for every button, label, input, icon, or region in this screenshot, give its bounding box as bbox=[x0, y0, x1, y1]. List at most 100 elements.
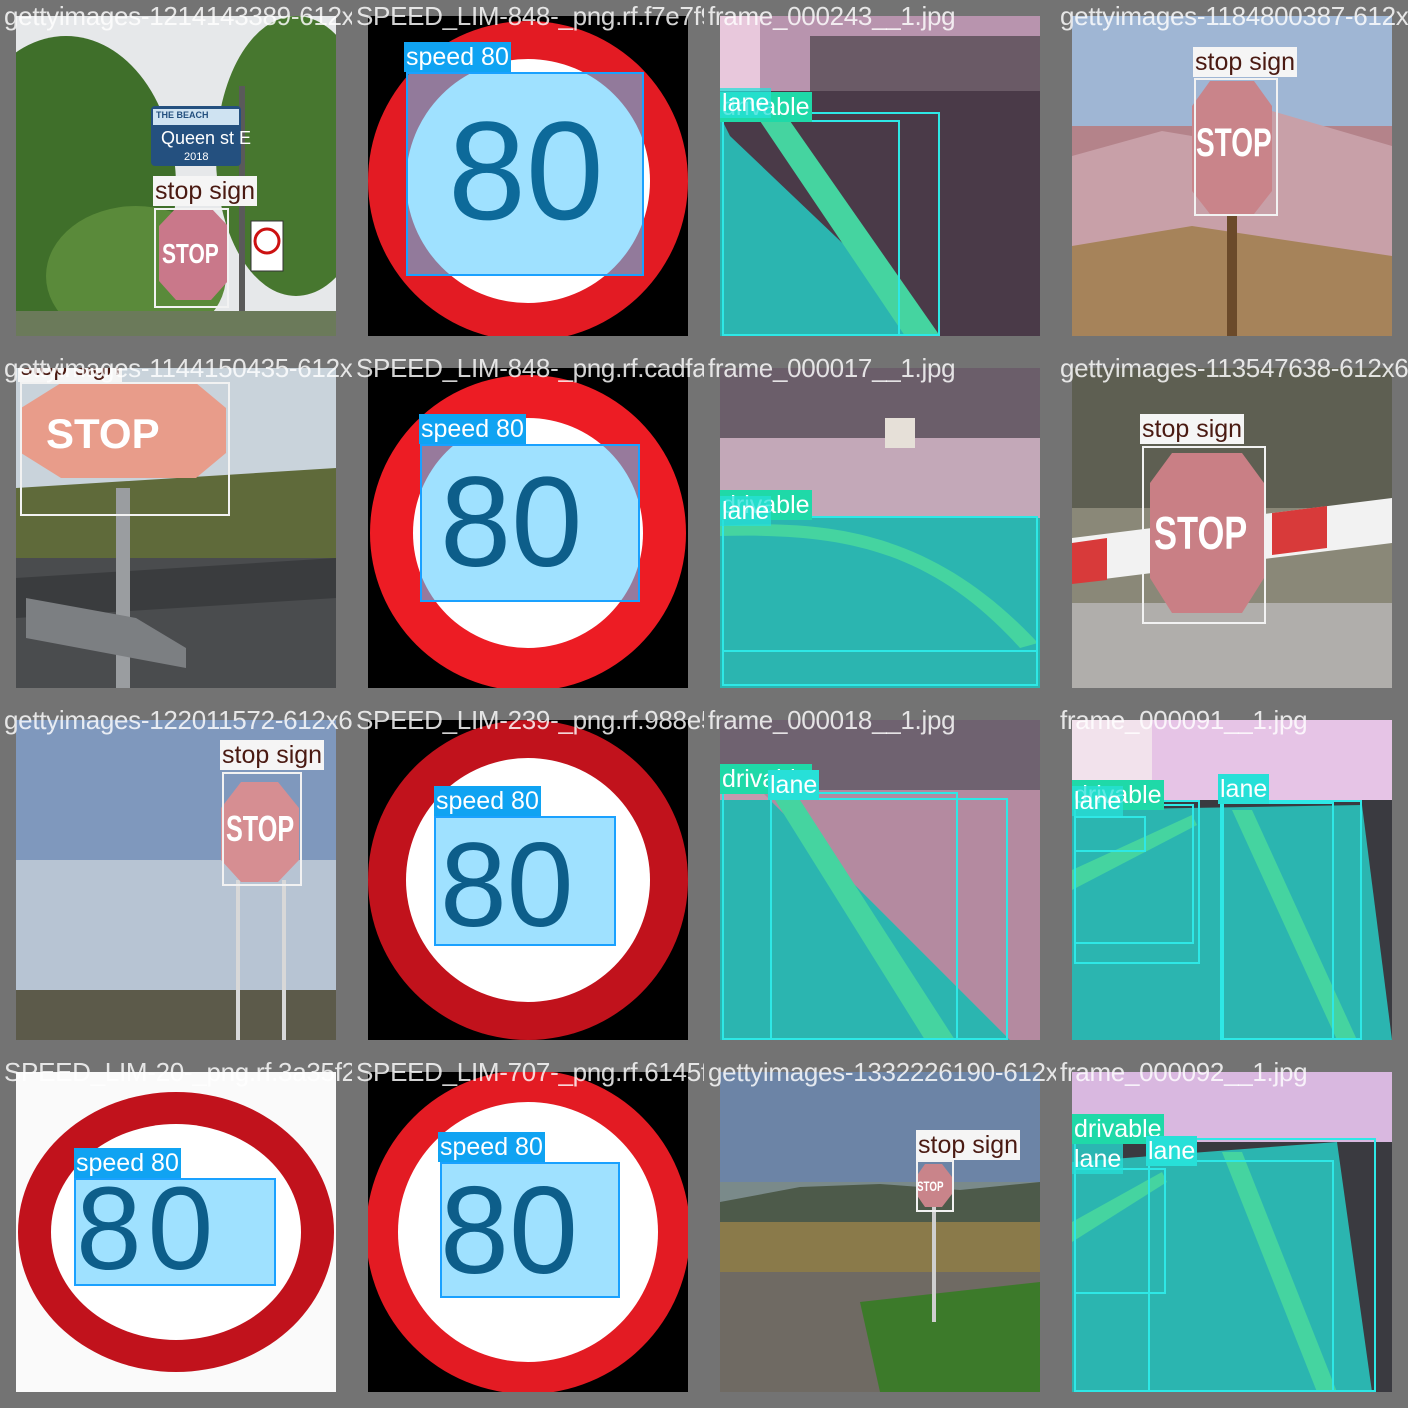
tile-filename: frame_000243__1.jpg bbox=[708, 1, 956, 31]
bbox bbox=[916, 1160, 954, 1212]
tile-image: drivable lane lane bbox=[1072, 720, 1392, 1040]
bbox bbox=[1222, 800, 1362, 1040]
bbox bbox=[440, 1162, 620, 1298]
tile-image: drivable lane bbox=[720, 368, 1040, 688]
tile-filename: SPEED_LIM-848-_png.rf.f7e7f91e4965fbcad1… bbox=[356, 1, 704, 31]
tile-filename: gettyimages-122011572-612x612.jpg bbox=[4, 705, 352, 735]
stop-sign-barrier-image bbox=[1072, 368, 1392, 688]
bbox-label: speed 80 bbox=[438, 1132, 545, 1162]
stop-sign-sky-image bbox=[16, 720, 336, 1040]
sign-text: 80 bbox=[440, 1162, 578, 1300]
bbox bbox=[1194, 78, 1278, 216]
tile-filename: frame_000091__1.jpg bbox=[1060, 705, 1308, 735]
tile-filename: frame_000018__1.jpg bbox=[708, 705, 956, 735]
sign-text: STOP bbox=[162, 238, 219, 269]
bbox bbox=[722, 650, 1038, 686]
tile-15: drivable lane lane frame_000092__1.jpg bbox=[1056, 1056, 1408, 1408]
bbox bbox=[1074, 800, 1200, 964]
bbox bbox=[406, 72, 644, 276]
tile-image: STOP stop sign bbox=[1072, 368, 1392, 688]
tile-10: drivable lane frame_000018__1.jpg bbox=[704, 704, 1056, 1056]
tile-12: 80 speed 80 SPEED_LIM-20-_png.rf.3a35f2b… bbox=[0, 1056, 352, 1408]
tile-0: THE BEACH Queen st E 2018 STOP stop sign… bbox=[0, 0, 352, 352]
sign-text: STOP bbox=[46, 410, 160, 457]
sign-text: 80 bbox=[76, 1163, 220, 1295]
tile-image: STOP stop sign bbox=[1072, 16, 1392, 336]
bbox bbox=[722, 112, 940, 336]
sign-text: 80 bbox=[440, 451, 583, 594]
tile-9: 80 speed 80 SPEED_LIM-239-_png.rf.988e5f… bbox=[352, 704, 704, 1056]
bbox-label: stop sign bbox=[1193, 47, 1298, 77]
bbox-label: stop sign bbox=[916, 1130, 1021, 1160]
tile-image: STOP stop sign bbox=[16, 368, 336, 688]
lane-scene-image bbox=[720, 368, 1040, 688]
stop-sign-road-image bbox=[16, 368, 336, 688]
bbox-label: stop sign bbox=[18, 368, 123, 382]
tile-7: STOP stop sign gettyimages-113547638-612… bbox=[1056, 352, 1408, 704]
tile-image: 80 speed 80 bbox=[16, 1072, 336, 1392]
bbox bbox=[722, 792, 958, 1040]
tile-4: STOP stop sign gettyimages-1144150435-61… bbox=[0, 352, 352, 704]
tile-image: THE BEACH Queen st E 2018 STOP stop sign bbox=[16, 16, 336, 336]
tile-3: STOP stop sign gettyimages-1184800387-61… bbox=[1056, 0, 1408, 352]
tile-filename: gettyimages-1214143389-612x612.jpg bbox=[4, 1, 352, 31]
bbox-label: stop sign bbox=[1140, 414, 1245, 444]
tile-filename: frame_000017__1.jpg bbox=[708, 353, 956, 383]
tile-image: 80 speed 80 bbox=[368, 368, 688, 688]
sign-text: 80 bbox=[448, 92, 604, 249]
tile-image: drivable lane bbox=[720, 720, 1040, 1040]
bbox-label: lane bbox=[1146, 1136, 1198, 1166]
tile-filename: gettyimages-1184800387-612x612.jpg bbox=[1060, 1, 1408, 31]
bbox bbox=[1074, 1138, 1376, 1392]
bbox-label: speed 80 bbox=[74, 1148, 181, 1178]
bbox-label: lane bbox=[720, 496, 772, 526]
tile-image: 80 speed 80 bbox=[368, 1072, 688, 1392]
bbox-label: speed 80 bbox=[404, 42, 511, 72]
bbox bbox=[74, 1178, 276, 1286]
bbox bbox=[1142, 446, 1266, 624]
tile-11: drivable lane lane frame_000091__1.jpg bbox=[1056, 704, 1408, 1056]
bbox bbox=[154, 208, 229, 308]
tile-filename: SPEED_LIM-848-_png.rf.cadfae3850b1ba393.… bbox=[356, 353, 704, 383]
tile-filename: gettyimages-1332226190-612x612.jpg bbox=[708, 1057, 1056, 1087]
tile-14: STOP stop sign gettyimages-1332226190-61… bbox=[704, 1056, 1056, 1408]
sign-text: STOP bbox=[226, 808, 295, 849]
bbox-label: lane bbox=[768, 770, 820, 800]
sign-text: 80 bbox=[440, 818, 574, 952]
tile-filename: frame_000092__1.jpg bbox=[1060, 1057, 1308, 1087]
tile-6: drivable lane frame_000017__1.jpg bbox=[704, 352, 1056, 704]
sign-text: STOP bbox=[1154, 507, 1248, 559]
tile-image: STOP stop sign bbox=[720, 1072, 1040, 1392]
tile-image: drivable lane lane bbox=[1072, 1072, 1392, 1392]
bbox-label: lane bbox=[1072, 786, 1124, 816]
tile-image: 80 speed 80 bbox=[368, 16, 688, 336]
bbox-label: speed 80 bbox=[434, 786, 541, 816]
bbox-label: lane bbox=[720, 88, 772, 118]
tile-2: drivable lane frame_000243__1.jpg bbox=[704, 0, 1056, 352]
bbox-label: lane bbox=[1072, 1144, 1124, 1174]
street-scene-image bbox=[16, 16, 336, 336]
tile-1: 80 speed 80 SPEED_LIM-848-_png.rf.f7e7f9… bbox=[352, 0, 704, 352]
tile-13: 80 speed 80 SPEED_LIM-707-_png.rf.6145fe… bbox=[352, 1056, 704, 1408]
tile-5: 80 speed 80 SPEED_LIM-848-_png.rf.cadfae… bbox=[352, 352, 704, 704]
tile-filename: gettyimages-113547638-612x612.jpg bbox=[1060, 353, 1408, 383]
tile-filename: SPEED_LIM-239-_png.rf.988e5f5a730cd18fe4… bbox=[356, 705, 704, 735]
stop-sign-field-image bbox=[720, 1072, 1040, 1392]
street-sign-small: THE BEACH bbox=[156, 110, 209, 120]
tile-filename: SPEED_LIM-20-_png.rf.3a35f2b65ba91e7.jpg bbox=[4, 1057, 352, 1087]
bbox bbox=[434, 816, 616, 946]
street-sign-text: Queen st E bbox=[161, 128, 252, 148]
tile-filename: SPEED_LIM-707-_png.rf.6145fefb0fd4273082… bbox=[356, 1057, 704, 1087]
lane-scene-image bbox=[720, 16, 1040, 336]
bbox-label: stop sign bbox=[220, 740, 325, 770]
tile-8: STOP stop sign gettyimages-122011572-612… bbox=[0, 704, 352, 1056]
street-sign-year: 2018 bbox=[184, 151, 209, 163]
bbox-label: lane bbox=[1218, 774, 1270, 804]
bbox-label: stop sign bbox=[153, 176, 258, 206]
bbox bbox=[20, 382, 230, 516]
bbox-label: speed 80 bbox=[419, 414, 526, 444]
tile-image: STOP stop sign bbox=[16, 720, 336, 1040]
lane-scene-image bbox=[1072, 720, 1392, 1040]
tile-image: drivable lane bbox=[720, 16, 1040, 336]
